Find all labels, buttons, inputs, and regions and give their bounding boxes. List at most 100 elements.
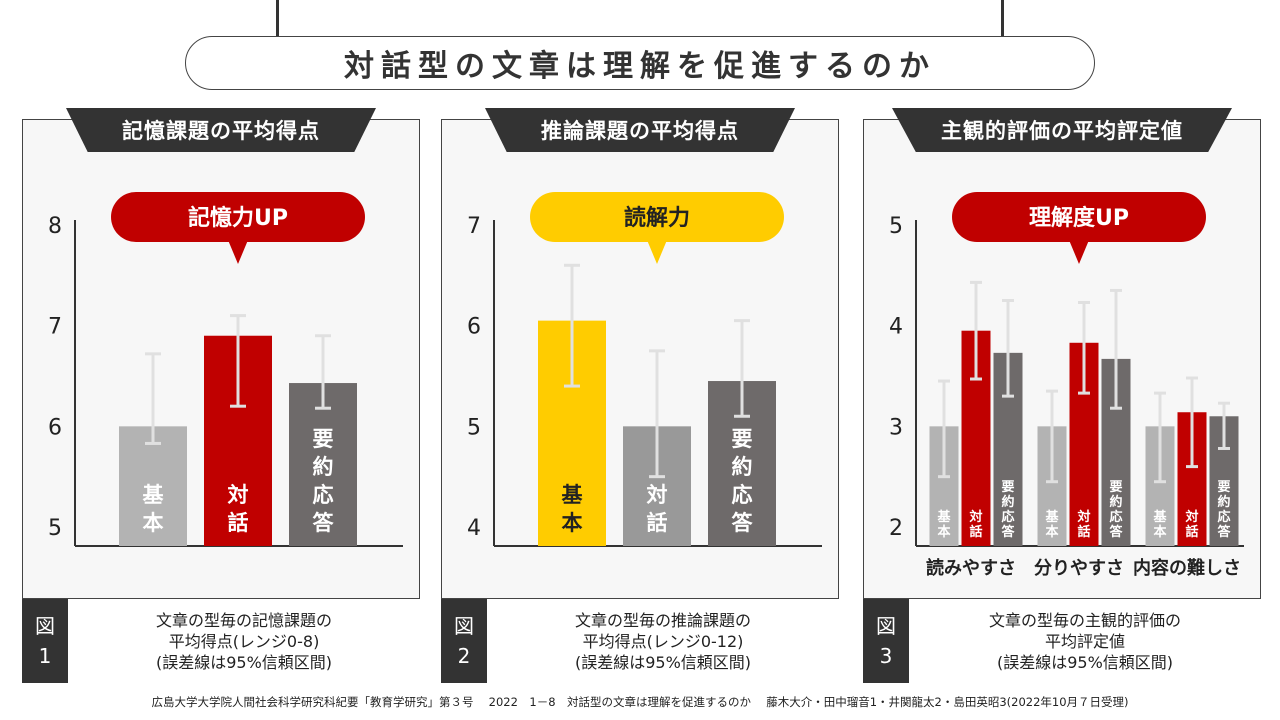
figure-label-text: 図 (876, 614, 896, 638)
figure-label-text: 図 (35, 614, 55, 638)
badge-pointer (228, 240, 248, 264)
bar-label-char: 対 (228, 483, 249, 507)
bar-label-char: 本 (1153, 524, 1166, 540)
figure-label: 図 3 (863, 599, 909, 683)
caption-line: 文章の型毎の主観的評価の (988, 610, 1181, 630)
bar-label-char: 応 (1001, 509, 1014, 525)
figure-label: 図 2 (441, 599, 487, 683)
figure-number: 2 (457, 644, 471, 668)
y-tick-label: 5 (467, 415, 481, 440)
y-tick-label: 8 (48, 214, 62, 239)
bar-label-char: 答 (1217, 524, 1231, 540)
badge-label: 読解力 (624, 205, 690, 231)
caption-line: 平均評定値 (1044, 631, 1125, 651)
figure-label-text: 図 (454, 614, 474, 638)
bar-label-char: 対 (1076, 509, 1090, 525)
panel-caption: 図 2 文章の型毎の推論課題の 平均得点(レンジ0-12) (誤差線は95%信頼… (441, 598, 839, 683)
bar-label-char: 答 (1001, 524, 1015, 540)
bar-label-char: 答 (1109, 524, 1123, 540)
bar-label-char: 約 (313, 455, 334, 479)
bar-label-char: 話 (228, 511, 249, 535)
panel-header: 推論課題の平均得点 (485, 108, 795, 152)
bar-label-char: 要 (313, 427, 334, 451)
y-tick-label: 3 (889, 415, 903, 440)
caption-text: 文章の型毎の推論課題の 平均得点(レンジ0-12) (誤差線は95%信頼区間) (487, 599, 839, 683)
bar-label-char: 約 (1001, 494, 1014, 510)
bar-label-char: 話 (647, 511, 668, 535)
bar-label-char: 本 (143, 511, 164, 535)
bar-label-char: 基 (1152, 509, 1167, 525)
caption-text: 文章の型毎の主観的評価の 平均評定値 (誤差線は95%信頼区間) (909, 599, 1261, 683)
bar-label-char: 対 (968, 509, 982, 525)
panel-caption: 図 1 文章の型毎の記憶課題の 平均得点(レンジ0-8) (誤差線は95%信頼区… (22, 598, 420, 683)
y-tick-label: 7 (48, 315, 62, 340)
bar-label-char: 基 (143, 483, 165, 507)
badge-pill (952, 192, 1206, 242)
bar-label-char: 話 (1077, 524, 1090, 540)
caption-text: 文章の型毎の記憶課題の 平均得点(レンジ0-8) (誤差線は95%信頼区間) (68, 599, 420, 683)
bar-label-char: 応 (1109, 509, 1122, 525)
bar-label-char: 基 (936, 509, 951, 525)
figure-number: 3 (879, 644, 893, 668)
bar-label-char: 要 (732, 427, 753, 451)
caption-line: 文章の型毎の記憶課題の (155, 610, 332, 630)
y-tick-label: 2 (889, 516, 903, 541)
caption-line: 平均得点(レンジ0-8) (168, 631, 320, 651)
bar-label-char: 応 (313, 483, 334, 507)
panel-header: 記憶課題の平均得点 (66, 108, 376, 152)
bar-label-char: 約 (732, 455, 753, 479)
bar-label-char: 基 (562, 483, 584, 507)
bar-label-char: 応 (1217, 509, 1230, 525)
bar-label-char: 対 (647, 483, 668, 507)
bar-label-char: 要 (1217, 480, 1230, 495)
bar-label-char: 応 (732, 483, 753, 507)
badge-pill (111, 192, 365, 242)
bar-label-char: 基 (1044, 509, 1059, 525)
caption-line: (誤差線は95%信頼区間) (574, 652, 752, 672)
main-title: 対話型の文章は理解を促進するのか (185, 36, 1095, 90)
figure-label: 図 1 (22, 599, 68, 683)
bar-label-char: 約 (1217, 494, 1230, 510)
bar-label-char: 約 (1109, 494, 1122, 510)
bar-label-char: 要 (1109, 480, 1122, 495)
bar-label-char: 話 (969, 524, 982, 540)
bar-label-char: 要 (1001, 480, 1014, 495)
badge-pointer (647, 240, 667, 264)
panel-inference: 推論課題の平均得点 4 5 6 7 読解力基本 対話 要約応答 図 2 文章の型毎の推論課題… (441, 108, 839, 683)
y-tick-label: 4 (467, 516, 481, 541)
caption-line: (誤差線は95%信頼区間) (155, 652, 333, 672)
badge-label: 記憶力UP (188, 205, 288, 231)
bar-label-char: 答 (732, 511, 754, 535)
y-tick-label: 7 (467, 214, 481, 239)
title-hanger-left (276, 0, 279, 46)
x-group-label: 内容の難しさ (1133, 557, 1241, 579)
y-tick-label: 6 (48, 415, 62, 440)
title-hanger-right (1001, 0, 1004, 46)
caption-line: 平均得点(レンジ0-12) (582, 631, 744, 651)
bar-label-char: 対 (1184, 509, 1198, 525)
panel-header: 主観的評価の平均評定値 (892, 108, 1232, 152)
panel-subjective: 主観的評価の平均評定値 2 3 4 5 理解度UP 基本 対話 要約応答読みやすさ 基本 対話 要約… (863, 108, 1261, 683)
y-tick-label: 5 (889, 214, 903, 239)
bar-label-char: 本 (1045, 524, 1058, 540)
y-tick-label: 5 (48, 516, 62, 541)
bar (119, 426, 187, 546)
bar (289, 383, 357, 546)
y-tick-label: 4 (889, 315, 903, 340)
badge-pointer (1069, 240, 1089, 264)
x-group-label: 読みやすさ (926, 557, 1016, 579)
badge-pill (530, 192, 784, 242)
caption-line: 文章の型毎の推論課題の (574, 610, 751, 630)
citation-footer: 広島大学大学院人間社会科学研究科紀要「教育学研究」第３号 2022 1－8 対話… (151, 695, 1129, 709)
bar-label-char: 話 (1185, 524, 1198, 540)
x-group-label: 分りやすさ (1034, 558, 1124, 579)
caption-line: (誤差線は95%信頼区間) (996, 652, 1174, 672)
panel-memory: 記憶課題の平均得点 5 6 7 8 記憶力UP 基本 対話 要約応答 図 1 文章の型毎の記憶… (22, 108, 420, 683)
y-tick-label: 6 (467, 315, 481, 340)
bar-label-char: 本 (937, 524, 950, 540)
bar-label-char: 答 (313, 511, 335, 535)
panel-caption: 図 3 文章の型毎の主観的評価の 平均評定値 (誤差線は95%信頼区間) (863, 598, 1261, 683)
